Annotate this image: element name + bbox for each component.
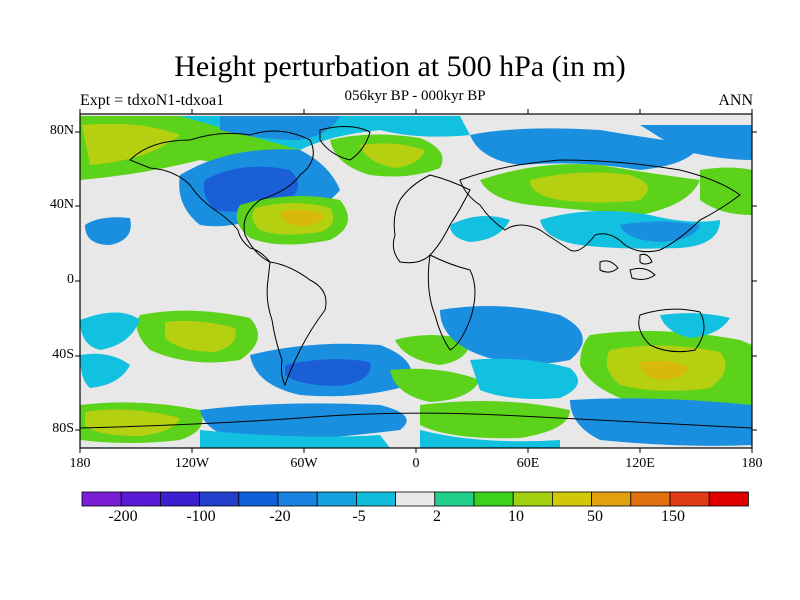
x-tick-label: 60E bbox=[516, 456, 540, 471]
colorbar-label: -20 bbox=[269, 508, 291, 525]
negative-region bbox=[640, 125, 752, 160]
negative-region bbox=[85, 217, 131, 245]
contour-field bbox=[80, 114, 752, 448]
x-tick-label: 180 bbox=[741, 456, 763, 471]
weak-negative-region bbox=[200, 430, 390, 448]
colorbar bbox=[81, 491, 749, 507]
weak-negative-region bbox=[420, 430, 560, 448]
x-axis-ticks bbox=[79, 109, 753, 453]
negative-region bbox=[570, 398, 752, 446]
negative-region bbox=[470, 128, 700, 170]
weak-negative-region bbox=[470, 358, 578, 399]
y-tick-label: 40N bbox=[49, 197, 74, 212]
colorbar-box bbox=[199, 491, 240, 507]
colorbar-box bbox=[159, 491, 200, 507]
asia-coast bbox=[459, 159, 741, 253]
strong-positive-region bbox=[360, 143, 425, 168]
colorbar-box bbox=[512, 491, 553, 507]
colorbar-box bbox=[81, 491, 122, 507]
australia-coast bbox=[638, 308, 705, 353]
x-tick-label: 120W bbox=[174, 456, 210, 471]
positive-region bbox=[700, 167, 752, 215]
map-title: Height perturbation at 500 hPa (in m) bbox=[174, 50, 626, 83]
max-positive-region bbox=[280, 209, 325, 226]
colorbar-label: 2 bbox=[433, 508, 441, 525]
y-tick-label: 40S bbox=[52, 347, 74, 362]
colorbar-box bbox=[630, 491, 671, 507]
map-subtitle: 056kyr BP - 000kyr BP bbox=[344, 88, 486, 104]
x-tick-label: 120E bbox=[625, 456, 655, 471]
weak-negative-region bbox=[660, 313, 730, 338]
coastlines bbox=[80, 126, 752, 429]
colorbar-box bbox=[552, 491, 593, 507]
colorbar-label: -200 bbox=[108, 508, 138, 525]
positive-region bbox=[390, 368, 480, 402]
negative-region bbox=[200, 403, 407, 442]
y-tick-label: 80N bbox=[49, 123, 74, 138]
europe-africa-coast bbox=[392, 174, 476, 351]
colorbar-label: -5 bbox=[352, 508, 366, 525]
colorbar-box bbox=[395, 491, 436, 507]
colorbar-box bbox=[473, 491, 514, 507]
negative-region bbox=[440, 306, 583, 364]
weak-negative-region bbox=[80, 353, 130, 388]
greenland-coast bbox=[319, 126, 371, 161]
colorbar-box bbox=[316, 491, 357, 507]
strong-positive-region bbox=[82, 123, 180, 165]
experiment-label: Expt = tdxoN1-tdxoa1 bbox=[80, 92, 225, 109]
x-tick-label: 0 bbox=[412, 456, 420, 471]
colorbar-label: -100 bbox=[186, 508, 216, 525]
colorbar-box bbox=[708, 491, 749, 507]
colorbar-label: 50 bbox=[587, 508, 603, 525]
south-america-coast bbox=[266, 261, 327, 387]
strong-positive-region bbox=[165, 320, 236, 352]
strong-positive-region bbox=[85, 409, 180, 436]
colorbar-label: 10 bbox=[508, 508, 524, 525]
north-america-coast bbox=[129, 130, 314, 263]
colorbar-box bbox=[277, 491, 318, 507]
y-axis-ticks bbox=[75, 131, 757, 431]
colorbar-box bbox=[669, 491, 710, 507]
colorbar-box bbox=[355, 491, 396, 507]
y-tick-label: 80S bbox=[52, 421, 74, 436]
colorbar-box bbox=[434, 491, 475, 507]
x-tick-label: 60W bbox=[290, 456, 318, 471]
season-label: ANN bbox=[718, 92, 753, 109]
colorbar-label: 150 bbox=[661, 508, 685, 525]
weak-negative-region bbox=[80, 312, 140, 350]
strong-positive-region bbox=[530, 172, 648, 203]
max-positive-region bbox=[640, 360, 690, 380]
y-tick-label: 0 bbox=[67, 272, 74, 287]
strong-negative-region bbox=[285, 359, 371, 386]
positive-region bbox=[395, 335, 470, 365]
positive-region bbox=[420, 401, 570, 439]
colorbar-box bbox=[591, 491, 632, 507]
negative-region bbox=[220, 116, 340, 140]
maritime-islands bbox=[599, 253, 656, 280]
antarctica-coast bbox=[80, 412, 752, 429]
colorbar-box bbox=[238, 491, 279, 507]
x-tick-label: 180 bbox=[69, 456, 91, 471]
colorbar-box bbox=[120, 491, 161, 507]
